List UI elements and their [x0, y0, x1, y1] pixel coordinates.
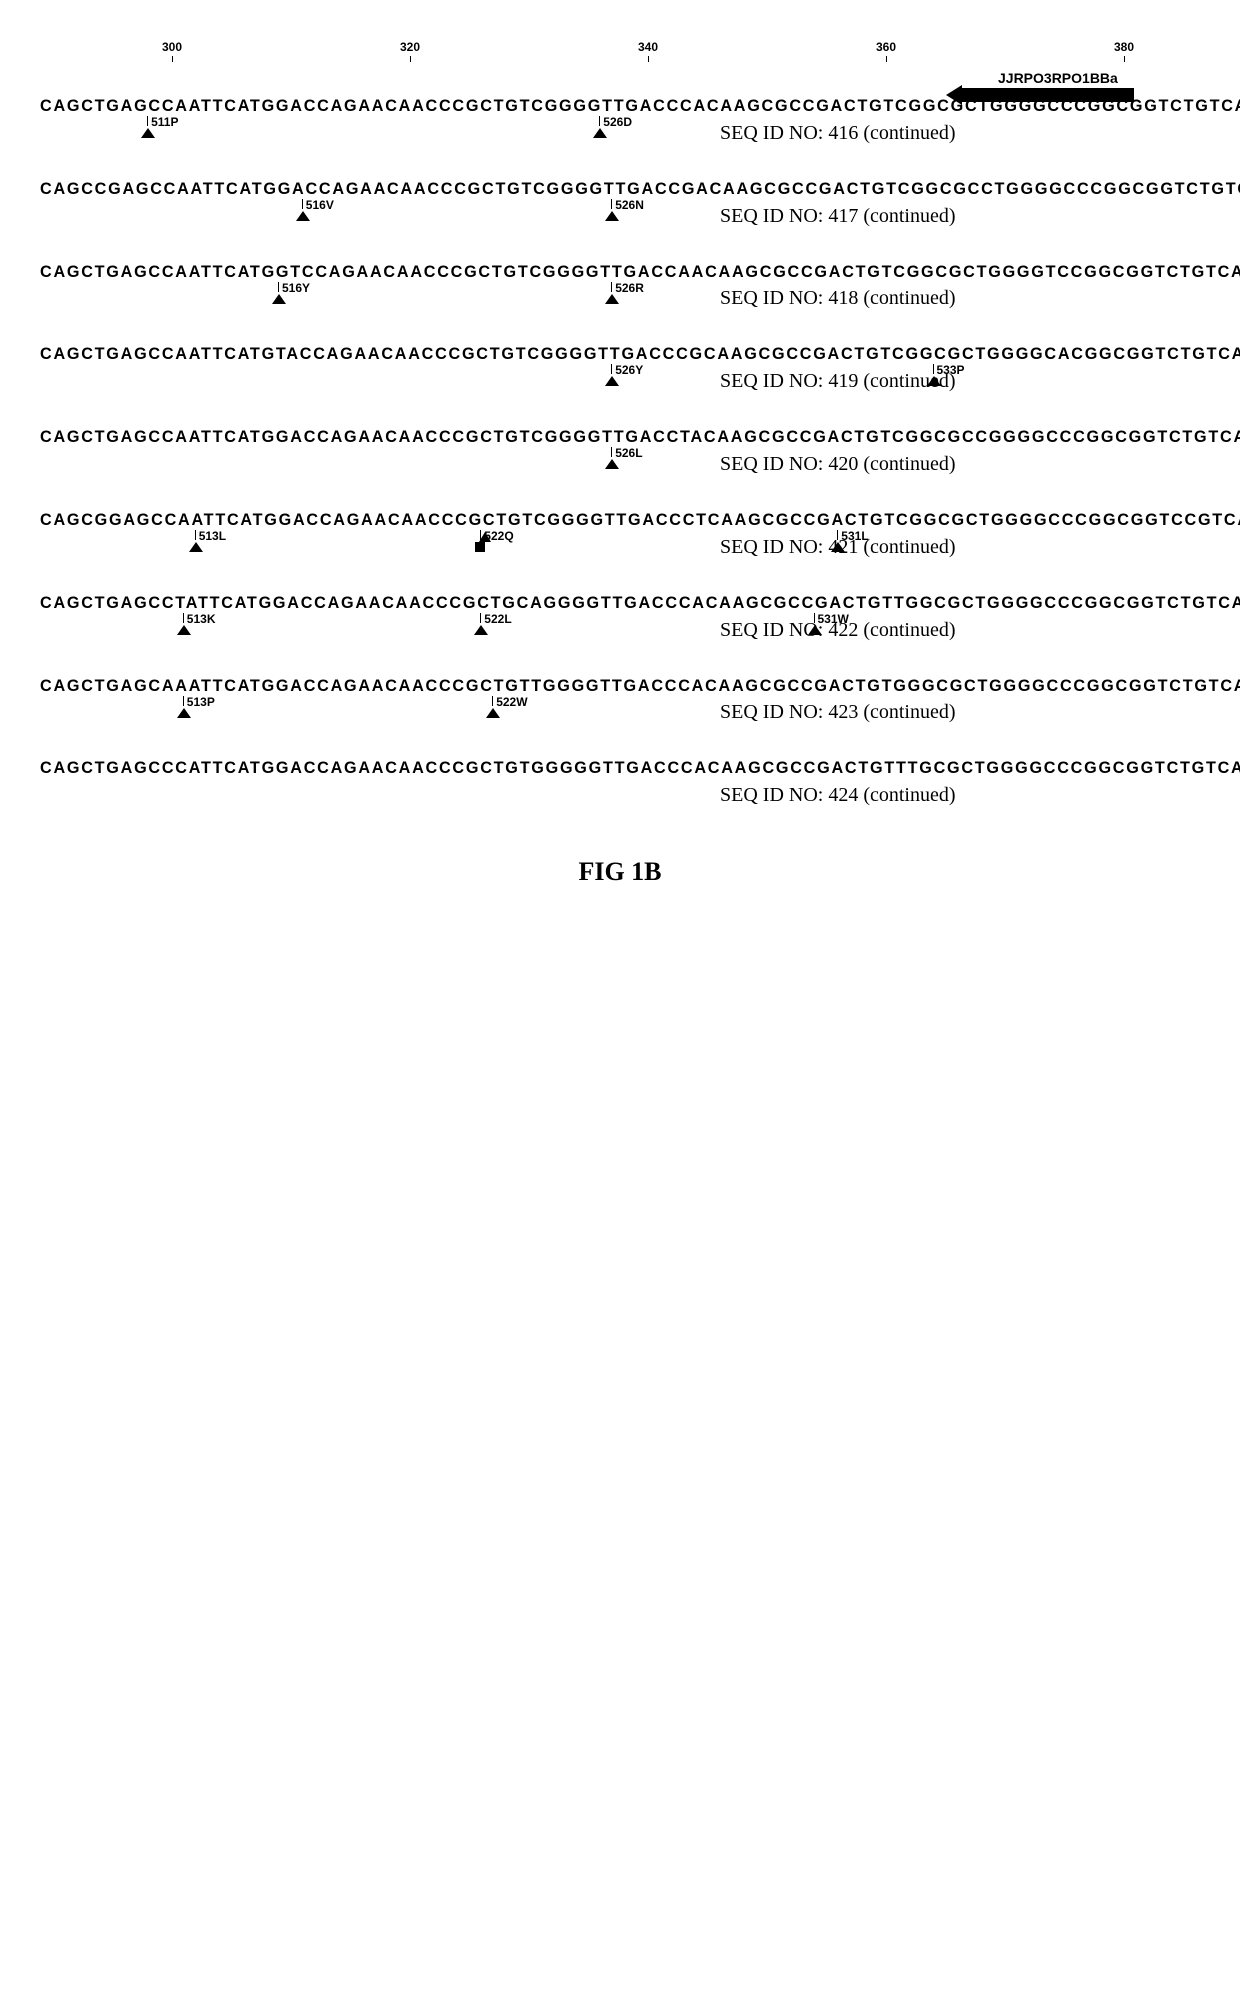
mutation-label: 513L: [199, 529, 226, 543]
mutation-label: 531W: [818, 612, 849, 626]
ruler-tick: 360: [876, 40, 896, 62]
triangle-icon: [189, 542, 203, 552]
mutation-label: 526R: [615, 281, 644, 295]
triangle-icon: [927, 376, 941, 386]
seq-id-label: SEQ ID NO: 418 (continued): [720, 287, 1200, 310]
ruler-tick: 300: [162, 40, 182, 62]
triangle-icon: [296, 211, 310, 221]
sequence-row: CAGCGGAGCCAATTCATGGACCAGAACAACCCGCTGTCGG…: [40, 510, 1200, 559]
arrow-up-icon: [479, 532, 491, 542]
triangle-icon: [486, 708, 500, 718]
triangle-icon: [177, 625, 191, 635]
ruler-tick: 340: [638, 40, 658, 62]
mutation-label: 526D: [603, 115, 632, 129]
mutation-label: 533P: [937, 363, 965, 377]
sequence-row: CAGCTGAGCCTATTCATGGACCAGAACAACCCGCTGCAGG…: [40, 593, 1200, 642]
sequence-row: CAGCCGAGCCAATTCATGGACCAGAACAACCCGCTGTCGG…: [40, 179, 1200, 228]
position-ruler: 300 320 340 360 380: [40, 40, 1200, 70]
mutation-label: 531L: [841, 529, 868, 543]
sequence-text: CAGCTGAGCCCATTCATGGACCAGAACAACCCGCTGTGGG…: [40, 758, 1200, 780]
seq-id-label: SEQ ID NO: 421 (continued): [720, 536, 1200, 559]
triangle-icon: [605, 211, 619, 221]
sequence-row: CAGCTGAGCCCATTCATGGACCAGAACAACCCGCTGTGGG…: [40, 758, 1200, 807]
mutation-label: 526Y: [615, 363, 643, 377]
triangle-icon: [593, 128, 607, 138]
triangle-icon: [177, 708, 191, 718]
seq-id-label: SEQ ID NO: 416 (continued): [720, 122, 1200, 145]
mutation-label: 516V: [306, 198, 334, 212]
sequence-row: CAGCTGAGCCAATTCATGTACCAGAACAACCCGCTGTCGG…: [40, 344, 1200, 393]
triangle-icon: [272, 294, 286, 304]
mutation-label: 526N: [615, 198, 644, 212]
triangle-icon: [605, 294, 619, 304]
triangle-icon: [474, 625, 488, 635]
sequence-row: CAGCTGAGCCAATTCATGGACCAGAACAACCCGCTGTCGG…: [40, 427, 1200, 476]
primer-label: JJRPO3RPO1BBa: [998, 70, 1118, 86]
sequence-row: CAGCTGAGCCAATTCATGGACCAGAACAACCCGCTGTCGG…: [40, 96, 1200, 145]
triangle-icon: [605, 459, 619, 469]
ruler-tick: 320: [400, 40, 420, 62]
seq-id-label: SEQ ID NO: 423 (continued): [720, 701, 1200, 724]
mutation-label: 513K: [187, 612, 216, 626]
triangle-icon: [605, 376, 619, 386]
mutation-label: 522L: [484, 612, 511, 626]
ruler-tick: 380: [1114, 40, 1134, 62]
mutation-label: 516Y: [282, 281, 310, 295]
triangle-icon: [831, 542, 845, 552]
seq-id-label: SEQ ID NO: 420 (continued): [720, 453, 1200, 476]
seq-id-label: SEQ ID NO: 417 (continued): [720, 205, 1200, 228]
seq-id-label: SEQ ID NO: 424 (continued): [720, 784, 1200, 807]
mutation-label: 513P: [187, 695, 215, 709]
sequence-row: CAGCTGAGCCAATTCATGGTCCAGAACAACCCGCTGTCGG…: [40, 262, 1200, 311]
primer-annotation: JJRPO3RPO1BBa: [40, 70, 1200, 96]
mutation-label: 526L: [615, 446, 642, 460]
figure-caption: FIG 1B: [40, 857, 1200, 887]
seq-id-label: SEQ ID NO: 422 (continued): [720, 619, 1200, 642]
mutation-label: 522W: [496, 695, 527, 709]
sequence-alignment-figure: 300 320 340 360 380 JJRPO3RPO1BBa CAGCTGAGCC…: [40, 40, 1200, 887]
sequence-list: CAGCTGAGCCAATTCATGGACCAGAACAACCCGCTGTCGG…: [40, 96, 1200, 807]
triangle-icon: [808, 625, 822, 635]
mutation-label: 511P: [151, 115, 178, 129]
square-icon: [475, 542, 485, 552]
sequence-row: CAGCTGAGCAAATTCATGGACCAGAACAACCCGCTGTTGG…: [40, 676, 1200, 725]
triangle-icon: [141, 128, 155, 138]
